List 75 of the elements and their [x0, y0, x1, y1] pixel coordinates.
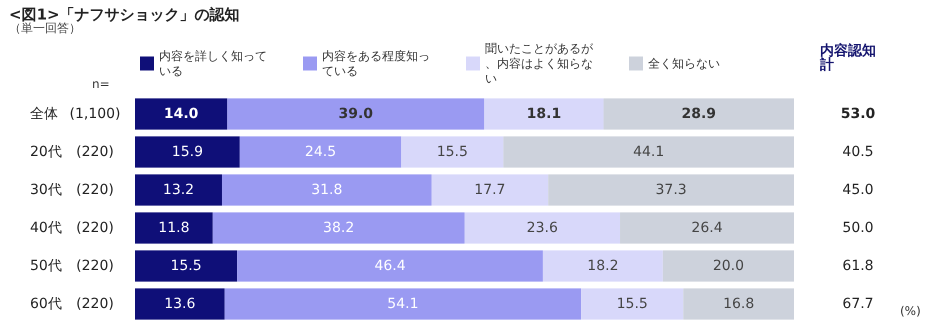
data-label: 13.2 [162, 182, 194, 198]
text: (1,100) [69, 106, 121, 122]
text: (220) [76, 182, 114, 198]
y-tick-label: 30代 [30, 182, 62, 198]
data-label: 17.7 [474, 182, 506, 198]
y-tick-label: 40代 [30, 220, 62, 236]
data-label: 13.6 [164, 296, 196, 312]
data-label: 39.0 [338, 106, 374, 122]
text: (220) [76, 144, 114, 160]
text: (220) [76, 258, 114, 274]
data-label: 20.0 [712, 258, 744, 274]
y-tick-label: 全体 [30, 106, 58, 122]
text: 内容認知計 [819, 42, 876, 73]
data-label: 18.2 [587, 258, 618, 274]
bar [464, 212, 620, 244]
bar [662, 250, 794, 282]
data-label: 37.3 [656, 182, 687, 198]
data-label: 26.4 [691, 220, 723, 236]
bar [484, 98, 604, 130]
y-tick-label: 20代 [30, 144, 62, 160]
text: 67.7 [842, 296, 874, 312]
data-label: 44.1 [633, 144, 664, 160]
data-label: 16.8 [723, 296, 754, 312]
text: (220) [76, 296, 114, 312]
bar [222, 174, 432, 206]
bar [542, 250, 663, 282]
data-label: 11.8 [158, 220, 190, 236]
bar [604, 98, 794, 130]
bar [432, 174, 548, 206]
bar [620, 212, 794, 244]
data-label: 24.5 [304, 144, 336, 160]
text: 53.0 [840, 106, 876, 122]
bar [240, 136, 402, 168]
bar [135, 212, 213, 244]
bar [548, 174, 794, 206]
text: 45.0 [842, 182, 874, 198]
data-label: 18.1 [526, 106, 562, 122]
bar [135, 288, 225, 320]
data-label: 31.8 [311, 182, 342, 198]
bar [503, 136, 794, 168]
data-label: 15.9 [172, 144, 203, 160]
bar [227, 98, 484, 130]
data-label: 15.5 [170, 258, 202, 274]
bar [212, 212, 464, 244]
text: 61.8 [842, 258, 874, 274]
data-label: 46.4 [374, 258, 406, 274]
data-label: 15.5 [616, 296, 648, 312]
data-label: 28.9 [682, 106, 716, 122]
bar [135, 174, 222, 206]
legend-label: 全く知らない [648, 56, 720, 70]
legend-label: 内容をある程度知っている [322, 49, 430, 78]
text: (%) [900, 304, 921, 318]
bar [683, 288, 794, 320]
data-label: 38.2 [323, 220, 354, 236]
y-tick-label: 50代 [30, 258, 62, 274]
bar [237, 250, 543, 282]
y-tick-label: 60代 [30, 296, 62, 312]
bar [135, 250, 238, 282]
data-label: 54.1 [387, 296, 418, 312]
text: n= [92, 77, 110, 91]
bar [135, 98, 228, 130]
text: 40.5 [842, 144, 874, 160]
data-label: 15.5 [436, 144, 468, 160]
text: 50.0 [842, 220, 874, 236]
legend-label: 聞いたことがあるが、内容はよく知らない [485, 42, 594, 86]
bar [401, 136, 504, 168]
bar [135, 136, 240, 168]
chart-title: <図1>「ナフサショック」の認知 [9, 6, 240, 24]
chart-subtitle: （単一回答） [9, 21, 81, 35]
bar [224, 288, 582, 320]
data-label: 23.6 [526, 220, 558, 236]
legend-label: 内容を詳しく知っている [159, 49, 267, 78]
text: (220) [76, 220, 114, 236]
data-label: 14.0 [164, 106, 199, 122]
bar [581, 288, 684, 320]
